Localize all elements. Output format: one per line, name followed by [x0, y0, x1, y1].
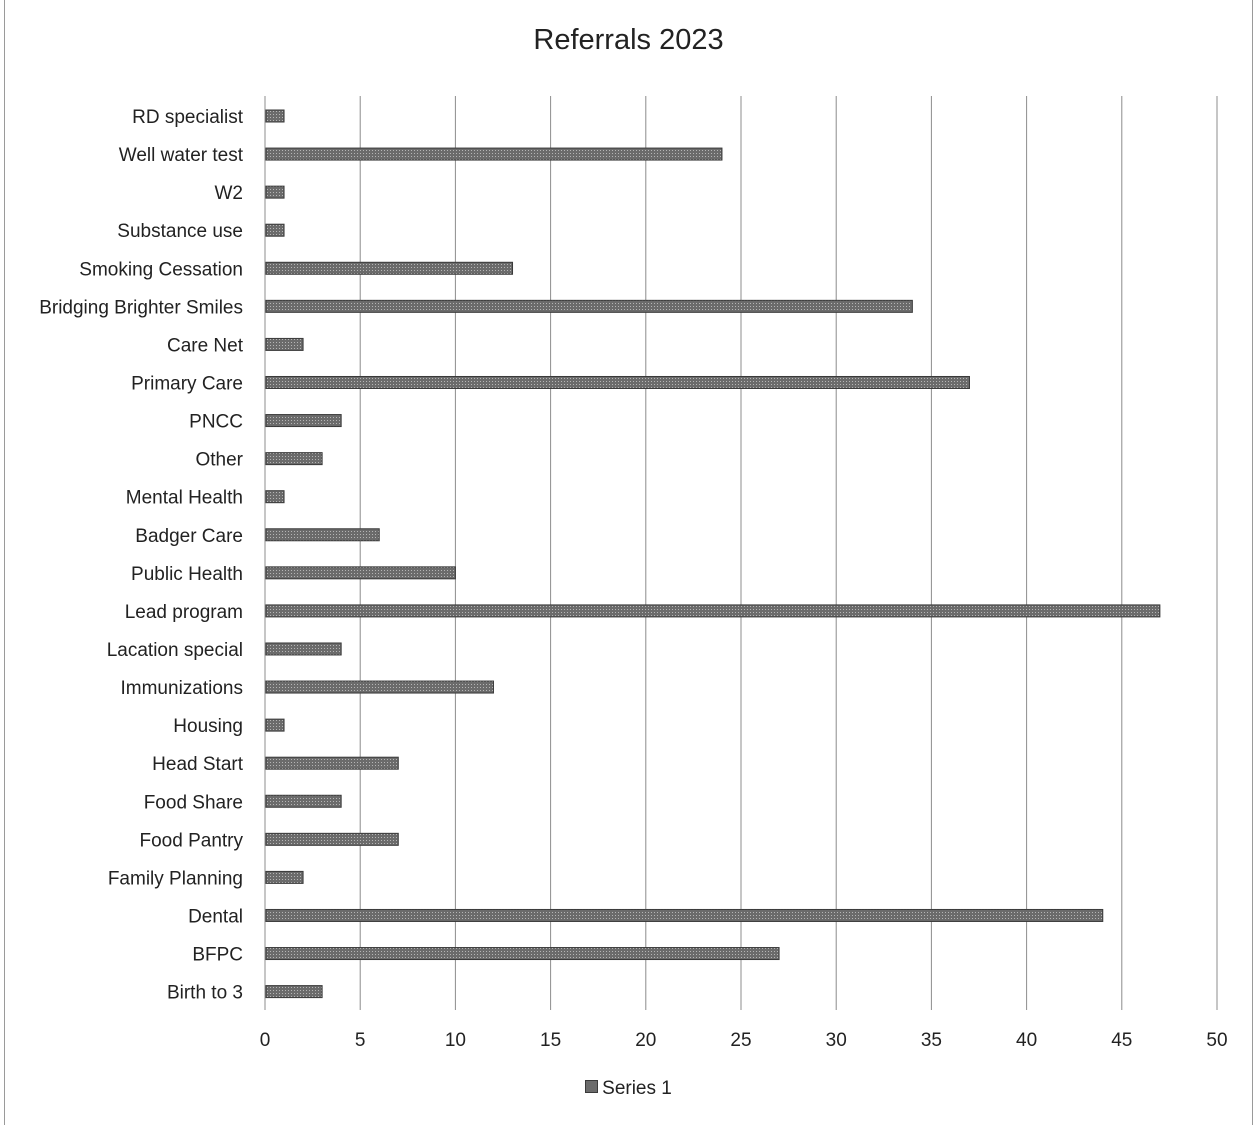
category-labels: RD specialist Well water test W2 Substance …: [39, 107, 244, 1004]
gridlines: [264, 96, 1218, 1010]
bar: [265, 223, 285, 237]
x-tick-label: 15: [540, 1030, 561, 1051]
category-label: Substance use: [117, 221, 243, 242]
x-tick-label: 35: [921, 1030, 942, 1051]
bar: [265, 147, 723, 161]
category-label: Well water test: [119, 145, 244, 166]
bar: [265, 261, 514, 275]
category-label: Public Health: [131, 564, 243, 585]
bar: [265, 908, 1104, 922]
bar: [265, 452, 323, 466]
bar: [265, 794, 342, 808]
x-tick-labels: 0 5 10 15 20 25 30 35 40 45 50: [260, 1030, 1228, 1051]
x-tick-label: 40: [1016, 1030, 1037, 1051]
x-tick-label: 25: [730, 1030, 751, 1051]
x-tick-label: 30: [826, 1030, 847, 1051]
bar: [265, 870, 304, 884]
category-label: Birth to 3: [167, 983, 243, 1004]
category-label: Immunizations: [121, 678, 244, 699]
category-label: PNCC: [189, 412, 243, 433]
category-label: Badger Care: [135, 526, 243, 547]
bar: [265, 680, 494, 694]
category-label: Lead program: [125, 602, 243, 623]
bar: [265, 528, 380, 542]
bar: [265, 947, 780, 961]
category-label: W2: [215, 183, 244, 204]
category-label: Other: [195, 450, 243, 471]
category-label: RD specialist: [132, 107, 244, 128]
category-label: Head Start: [152, 754, 244, 775]
legend: Series 1: [0, 1078, 1257, 1100]
category-label: Smoking Cessation: [79, 259, 243, 280]
bar: [265, 642, 342, 656]
x-tick-label: 50: [1206, 1030, 1227, 1051]
bars: [265, 109, 1161, 999]
bar: [265, 756, 399, 770]
left-border: [4, 0, 5, 1125]
bar: [265, 337, 304, 351]
x-tick-label: 45: [1111, 1030, 1132, 1051]
bar: [265, 566, 456, 580]
bar: [265, 414, 342, 428]
bar: [265, 718, 285, 732]
chart-title: Referrals 2023: [533, 24, 724, 56]
category-label: BFPC: [192, 945, 243, 966]
x-tick-label: 10: [445, 1030, 466, 1051]
bar: [265, 185, 285, 199]
category-label: Housing: [173, 716, 243, 737]
legend-swatch: [585, 1080, 599, 1093]
bar: [265, 375, 970, 389]
category-label: Dental: [188, 906, 243, 927]
bar: [265, 832, 399, 846]
bar: [265, 299, 913, 313]
bar: [265, 985, 323, 999]
bar: [265, 490, 285, 504]
bar: [265, 604, 1161, 618]
category-label: Primary Care: [131, 373, 243, 394]
x-tick-label: 20: [635, 1030, 656, 1051]
bar: [265, 109, 285, 123]
category-label: Mental Health: [126, 488, 243, 509]
category-label: Lacation special: [107, 640, 243, 661]
category-label: Food Pantry: [140, 830, 244, 851]
category-label: Family Planning: [108, 868, 243, 889]
x-tick-label: 0: [260, 1030, 271, 1051]
category-label: Food Share: [144, 792, 243, 813]
right-border: [1252, 0, 1253, 1125]
category-label: Bridging Brighter Smiles: [39, 297, 243, 318]
legend-label: Series 1: [602, 1078, 672, 1099]
category-label: Care Net: [167, 335, 244, 356]
x-tick-label: 5: [355, 1030, 366, 1051]
